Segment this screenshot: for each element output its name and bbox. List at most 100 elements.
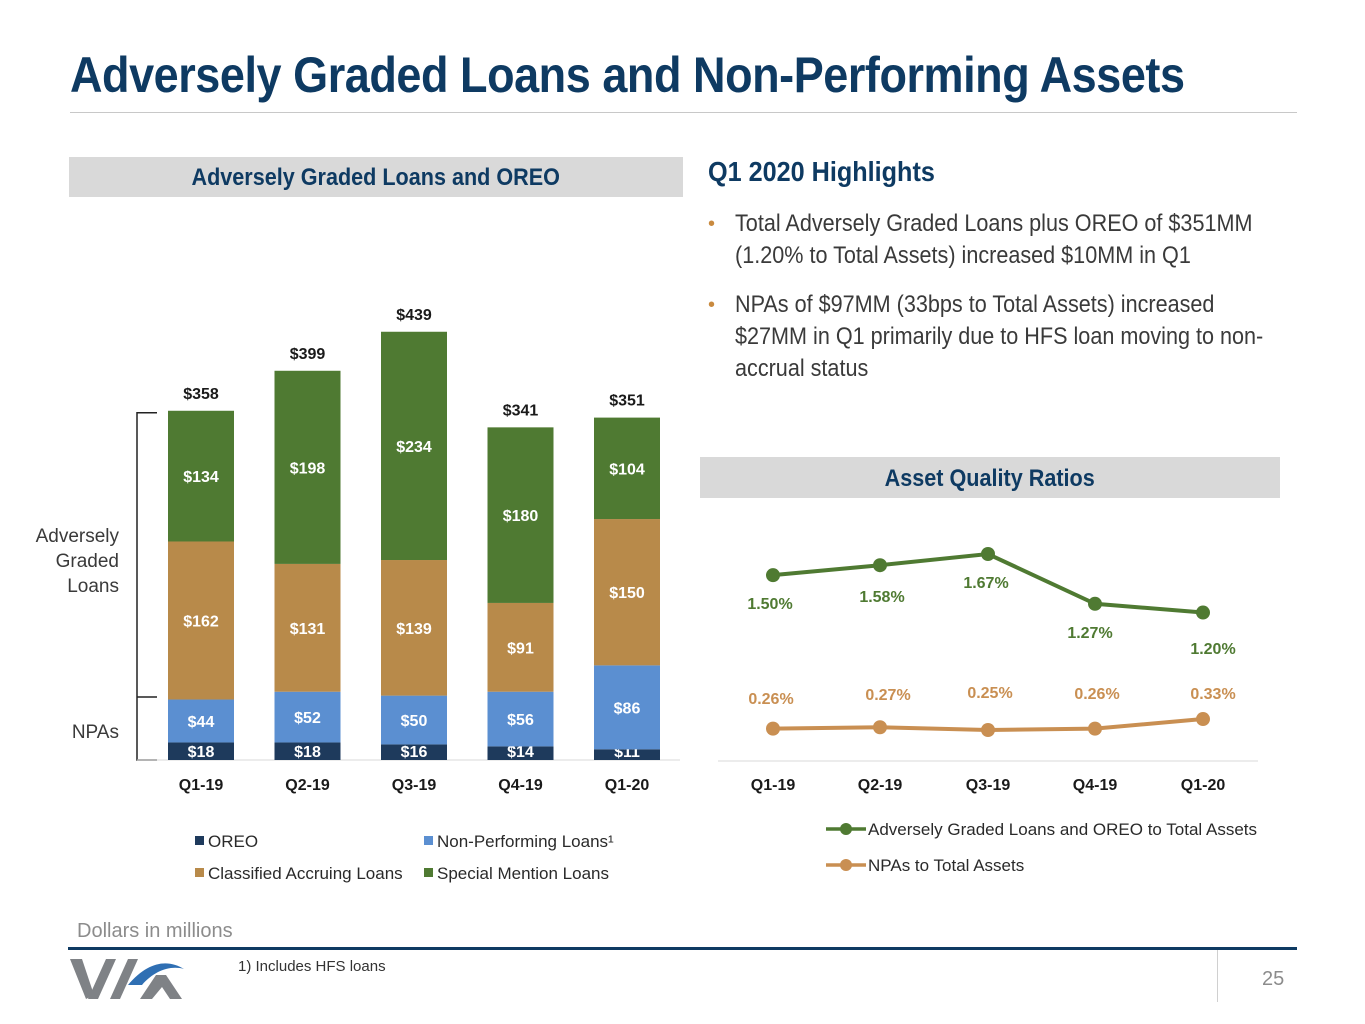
footnote: 1) Includes HFS loans xyxy=(238,958,386,975)
legend-swatch xyxy=(195,836,204,845)
total-value-label: $399 xyxy=(290,346,326,363)
oreo-segment xyxy=(594,749,660,760)
oreo-value-label: $18 xyxy=(294,744,321,761)
units-note: Dollars in millions xyxy=(77,920,233,942)
agl-ratio-label: 1.27% xyxy=(1067,625,1112,642)
page-number: 25 xyxy=(1262,968,1285,990)
npa-ratio-point xyxy=(766,721,780,736)
bullet-dot-icon: • xyxy=(708,213,716,235)
total-value-label: $351 xyxy=(609,393,645,410)
special-mention-value-label: $180 xyxy=(503,508,539,525)
special-mention-value-label: $198 xyxy=(290,460,326,477)
x-tick-label: Q1-19 xyxy=(751,777,796,794)
npa-ratio-line xyxy=(772,717,1204,733)
bar-chart-header: Adversely Graded Loans and OREO xyxy=(69,157,683,197)
classified-value-label: $91 xyxy=(507,640,534,657)
npl-segment xyxy=(274,691,341,743)
agl-ratio-label: 1.50% xyxy=(747,596,792,613)
npa-ratio-point xyxy=(1088,721,1102,736)
special-mention-segment xyxy=(274,370,341,564)
npa-ratio-label: 0.26% xyxy=(748,691,793,708)
legend-label: NPAs to Total Assets xyxy=(868,856,1024,875)
npl-value-label: $44 xyxy=(188,714,215,731)
classified-segment xyxy=(168,541,234,700)
special-mention-value-label: $234 xyxy=(396,439,432,456)
agl-ratio-point xyxy=(873,558,887,573)
npl-value-label: $86 xyxy=(614,700,641,717)
legend-label: Special Mention Loans xyxy=(437,864,609,883)
classified-segment xyxy=(487,602,554,692)
special-mention-segment xyxy=(168,410,234,542)
classified-segment xyxy=(381,560,447,696)
bar-chart: Adversely Graded Loans NPAs $18 $44 $162 $134 $… xyxy=(36,307,680,883)
x-tick-label: Q3-19 xyxy=(966,777,1011,794)
bracket-label-adversely-graded: Loans xyxy=(67,576,119,597)
x-tick-label: Q2-19 xyxy=(285,777,330,794)
npa-ratio-point xyxy=(873,720,887,735)
oreo-segment xyxy=(487,746,554,760)
npa-ratio-point xyxy=(981,723,995,737)
npl-value-label: $52 xyxy=(294,710,321,727)
highlights-title: Q1 2020 Highlights xyxy=(708,156,935,187)
highlight-bullet: • NPAs of $97MM (33bps to Total Assets) … xyxy=(708,291,1264,382)
oreo-segment xyxy=(381,744,447,760)
npl-value-label: $50 xyxy=(401,713,428,730)
company-logo xyxy=(70,959,184,999)
special-mention-segment xyxy=(381,331,447,561)
total-value-label: $358 xyxy=(183,386,219,403)
special-mention-segment xyxy=(594,417,660,520)
special-mention-value-label: $104 xyxy=(609,461,645,478)
npl-value-label: $56 xyxy=(507,712,534,729)
agl-ratio-label: 1.58% xyxy=(859,589,904,606)
npl-segment xyxy=(168,699,234,743)
highlights-list: • Total Adversely Graded Loans plus OREO… xyxy=(708,208,1328,402)
legend-swatch xyxy=(195,868,204,877)
title-divider xyxy=(70,112,1297,113)
agl-ratio-point xyxy=(981,547,995,561)
legend-label: Adversely Graded Loans and OREO to Total… xyxy=(868,820,1257,839)
npa-ratio-label: 0.27% xyxy=(865,687,910,704)
agl-ratio-label: 1.20% xyxy=(1190,641,1235,658)
special-mention-value-label: $134 xyxy=(183,469,219,486)
classified-segment xyxy=(274,563,341,692)
npa-ratio-label: 0.26% xyxy=(1074,686,1119,703)
bracket-label-adversely-graded: Adversely xyxy=(36,526,120,547)
total-value-label: $439 xyxy=(396,307,432,324)
npl-segment xyxy=(487,691,554,747)
footer-separator xyxy=(1217,950,1218,1002)
bracket-label-adversely-graded: Graded xyxy=(56,551,119,572)
oreo-segment xyxy=(274,742,341,760)
agl-ratio-point xyxy=(1196,605,1210,620)
x-tick-label: Q1-20 xyxy=(1181,777,1226,794)
classified-value-label: $162 xyxy=(183,614,219,631)
x-tick-label: Q4-19 xyxy=(498,777,543,794)
footer-divider xyxy=(68,947,1297,950)
bracket-label-npas: NPAs xyxy=(72,722,119,743)
agl-ratio-point xyxy=(1088,596,1102,611)
legend-swatch xyxy=(424,868,433,877)
classified-value-label: $131 xyxy=(290,621,326,638)
line-chart-header: Asset Quality Ratios xyxy=(700,457,1280,498)
classified-segment xyxy=(594,519,660,666)
oreo-value-label: $14 xyxy=(507,744,534,761)
special-mention-segment xyxy=(487,427,554,603)
legend-marker xyxy=(840,859,852,871)
highlight-bullet: • Total Adversely Graded Loans plus OREO… xyxy=(708,210,1253,269)
x-tick-label: Q1-20 xyxy=(605,777,650,794)
agl-ratio-line xyxy=(772,551,1204,615)
bullet-dot-icon: • xyxy=(708,294,716,316)
x-tick-label: Q3-19 xyxy=(392,777,437,794)
oreo-value-label: $18 xyxy=(188,744,215,761)
agl-ratio-label: 1.67% xyxy=(963,575,1008,592)
classified-value-label: $150 xyxy=(609,585,645,602)
legend-label: Classified Accruing Loans xyxy=(208,864,403,883)
legend-label: Non-Performing Loans¹ xyxy=(437,832,614,851)
npa-ratio-label: 0.25% xyxy=(967,685,1012,702)
npl-segment xyxy=(381,695,447,745)
npa-ratio-point xyxy=(1196,712,1210,727)
x-tick-label: Q1-19 xyxy=(179,777,224,794)
bracket-line xyxy=(136,412,157,761)
legend-marker xyxy=(840,823,852,835)
x-tick-label: Q2-19 xyxy=(858,777,903,794)
adversely-graded-bracket: Adversely Graded Loans NPAs xyxy=(36,412,157,761)
